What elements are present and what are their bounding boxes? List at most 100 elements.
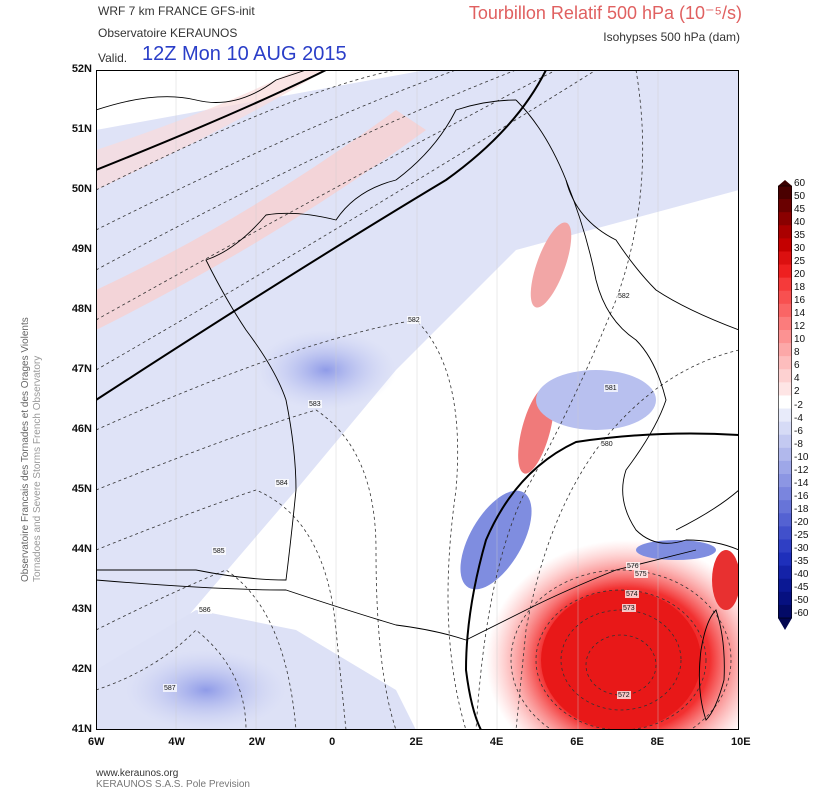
colorbar-swatch	[778, 343, 792, 357]
negative-vorticity-band	[636, 540, 716, 560]
lat-tick-label: 43N	[71, 603, 92, 615]
colorbar-label: -45	[794, 581, 809, 593]
lon-tick-label: 8E	[650, 736, 665, 748]
graticule	[175, 70, 659, 730]
lon-tick-label: 0	[329, 736, 336, 748]
lat-tick-label: 46N	[71, 423, 92, 435]
map-subtitle: Isohypses 500 hPa (dam)	[603, 30, 740, 44]
colorbar-label: -6	[794, 425, 803, 437]
colorbar-swatch	[778, 591, 792, 606]
isohypse-label: 573	[623, 605, 635, 612]
colorbar-swatch	[778, 330, 792, 344]
lon-tick-label: 2E	[409, 736, 423, 748]
lat-tick-label: 49N	[71, 243, 92, 255]
isohypse-label-bg	[212, 547, 226, 555]
colorbar-label: -14	[794, 477, 809, 489]
isohypse-label: 586	[199, 607, 211, 614]
isohypse-label-bg	[407, 316, 421, 324]
coastlines-borders	[96, 70, 739, 721]
lon-tick-label: 2W	[248, 736, 266, 748]
england-coast	[96, 70, 307, 111]
isohypse-label: 587	[164, 685, 176, 692]
isohypse-label: 574	[626, 591, 638, 598]
isohypse-label: 580	[601, 441, 613, 448]
colorbar	[778, 180, 792, 630]
colorbar-label: -35	[794, 555, 809, 567]
map-title: Tourbillon Relatif 500 hPa (10⁻⁵/s)	[468, 3, 742, 23]
negative-vorticity-region	[536, 370, 656, 430]
colorbar-label: -10	[794, 451, 809, 463]
negative-vorticity-core	[126, 650, 286, 730]
isohypse-label-bg	[634, 570, 648, 578]
colorbar-swatch	[778, 604, 792, 619]
colorbar-label: -2	[794, 399, 803, 411]
isohypse-thick-north	[96, 70, 327, 171]
isohypse-label: 585	[213, 548, 225, 555]
isohypse-label: 575	[635, 571, 647, 578]
isohypse-label-bg	[308, 400, 322, 408]
valid-label: Valid.	[98, 51, 128, 65]
isohypse-label-bg	[600, 440, 614, 448]
footer: www.keraunos.org KERAUNOS S.A.S. Pole Pr…	[96, 768, 250, 790]
lat-tick-label: 44N	[71, 543, 92, 555]
valid-date: 12Z Mon 10 AUG 2015	[142, 43, 347, 65]
colorbar-label: -18	[794, 503, 809, 515]
isohypse-label: 582	[408, 317, 420, 324]
colorbar-label: 45	[794, 204, 806, 216]
colorbar-swatch	[778, 382, 792, 396]
france-coastline	[96, 179, 397, 581]
colorbar-label: 12	[794, 321, 806, 333]
lon-tick-label: 6W	[88, 736, 105, 748]
footer-site: www.keraunos.org	[96, 768, 179, 779]
positive-vorticity-streak	[530, 222, 572, 308]
colorbar-swatch	[778, 513, 792, 527]
isohypse-label: 581	[605, 385, 617, 392]
lon-tick-label: 4E	[489, 736, 504, 748]
colorbar-swatch	[778, 316, 792, 331]
lat-tick-label: 52N	[71, 63, 92, 75]
colorbar-label: -25	[794, 529, 809, 541]
lat-tick-label: 48N	[71, 303, 92, 315]
isohypse-label-bg	[604, 384, 618, 392]
colorbar-label: 50	[794, 191, 806, 203]
isohypse-label: 572	[618, 692, 630, 699]
org-label: Observatoire KERAUNOS	[98, 26, 238, 40]
isohypse-label-bg	[163, 684, 177, 692]
colorbar-swatch	[778, 578, 792, 593]
lat-tick-label: 51N	[71, 123, 92, 135]
colorbar-min-arrow	[778, 618, 792, 630]
colorbar-label: -60	[794, 608, 809, 619]
colorbar-swatch	[778, 251, 792, 266]
colorbar-label: 16	[794, 295, 806, 307]
map-frame	[96, 70, 739, 730]
colorbar-label: -8	[794, 438, 803, 450]
pyrenees-border	[96, 579, 467, 641]
lat-tick-label: 42N	[71, 663, 92, 675]
italy-coast	[675, 489, 739, 531]
colorbar-frame	[778, 185, 792, 619]
colorbar-label: -30	[794, 542, 809, 554]
isohypse-label-bg	[617, 691, 631, 699]
alps-border	[565, 179, 739, 551]
isohypse-label-bg	[622, 604, 636, 612]
colorbar-label: 30	[794, 243, 806, 255]
colorbar-label: 6	[794, 360, 800, 372]
isohypse-label: 576	[627, 563, 639, 570]
colorbar-swatch	[778, 500, 792, 514]
colorbar-swatch	[778, 225, 792, 239]
isohypse-label-bg	[617, 292, 631, 300]
corsica	[698, 609, 725, 721]
lat-tick-label: 47N	[71, 363, 92, 375]
side-text-line-1: Observatoire Francais des Tornades et de…	[20, 317, 31, 582]
colorbar-label: 4	[794, 373, 800, 385]
isohypse-label: 584	[276, 480, 288, 487]
colorbar-label: -16	[794, 490, 809, 502]
colorbar-label: 2	[794, 386, 800, 398]
colorbar-swatch	[778, 356, 792, 370]
colorbar-swatch	[778, 290, 792, 305]
colorbar-labels: 60 50 45 40 35 30 25 20 18 16 14 12 10 8 6 4 2 -2 -4 -6 -8 -1…	[794, 178, 834, 622]
thick-isohypses	[96, 70, 739, 730]
colorbar-label: -4	[794, 412, 803, 424]
colorbar-swatch	[778, 421, 792, 436]
